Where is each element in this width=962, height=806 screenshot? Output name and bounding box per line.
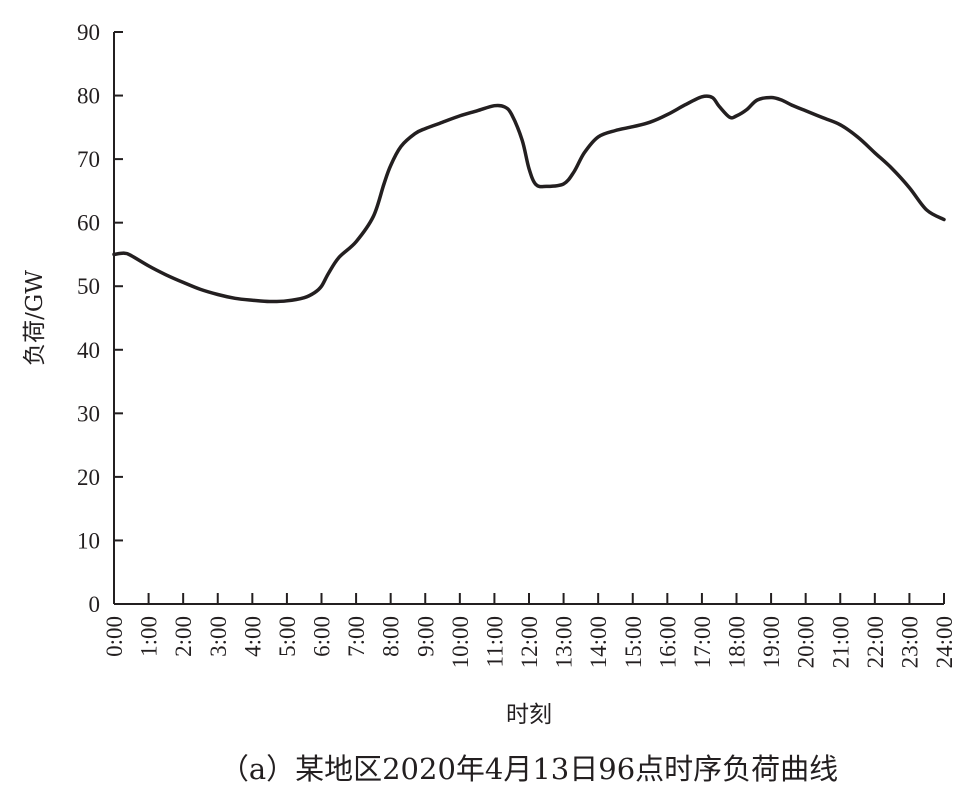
x-tick-label: 7:00 (344, 616, 369, 657)
x-tick-label: 23:00 (897, 616, 922, 668)
x-tick-label: 2:00 (171, 616, 196, 657)
y-tick-label: 50 (77, 274, 100, 299)
x-tick-label: 15:00 (621, 616, 646, 668)
y-tick-label: 60 (77, 211, 100, 236)
x-tick-label: 19:00 (759, 616, 784, 668)
x-tick-label: 10:00 (448, 616, 473, 668)
x-tick-label: 21:00 (828, 616, 853, 668)
y-tick-label: 40 (77, 338, 100, 363)
y-axis-ticks: 0 10 20 30 40 50 60 70 80 90 (77, 20, 123, 617)
x-tick-label: 9:00 (413, 616, 438, 657)
y-tick-label: 70 (77, 147, 100, 172)
y-tick-label: 0 (89, 592, 101, 617)
x-tick-label: 0:00 (102, 616, 127, 657)
y-tick-label: 80 (77, 84, 100, 109)
x-tick-label: 13:00 (552, 616, 577, 668)
load-series-line (112, 94, 946, 304)
x-tick-label: 14:00 (586, 616, 611, 668)
x-tick-label: 22:00 (863, 616, 888, 668)
x-tick-label: 17:00 (690, 616, 715, 668)
x-axis-title: 时刻 (506, 702, 552, 728)
y-tick-label: 10 (77, 528, 100, 553)
x-tick-label: 24:00 (932, 616, 957, 668)
x-tick-label: 12:00 (517, 616, 542, 668)
x-tick-label: 1:00 (137, 616, 162, 657)
y-tick-label: 20 (77, 465, 100, 490)
x-tick-label: 3:00 (206, 616, 231, 657)
x-tick-label: 20:00 (794, 616, 819, 668)
y-tick-label: 30 (77, 401, 100, 426)
x-tick-label: 5:00 (275, 616, 300, 657)
x-tick-label: 18:00 (725, 616, 750, 668)
x-tick-label: 16:00 (655, 616, 680, 668)
x-axis-ticks: 0:00 1:00 2:00 3:00 4:00 5:00 6:00 7:00 8:00 9:00… (102, 593, 957, 668)
y-tick-label: 90 (77, 20, 100, 45)
x-tick-label: 8:00 (379, 616, 404, 657)
x-tick-label: 11:00 (482, 616, 507, 668)
x-tick-label: 4:00 (240, 616, 265, 657)
x-tick-label: 6:00 (310, 616, 335, 657)
y-axis-title: 负荷/GW (22, 270, 48, 366)
plot-area: 0 10 20 30 40 50 60 70 80 90 0:00 1:00 2:00 3:00 4:00… (77, 20, 957, 668)
figure-caption: （a）某地区2020年4月13日96点时序负荷曲线 (220, 752, 838, 786)
